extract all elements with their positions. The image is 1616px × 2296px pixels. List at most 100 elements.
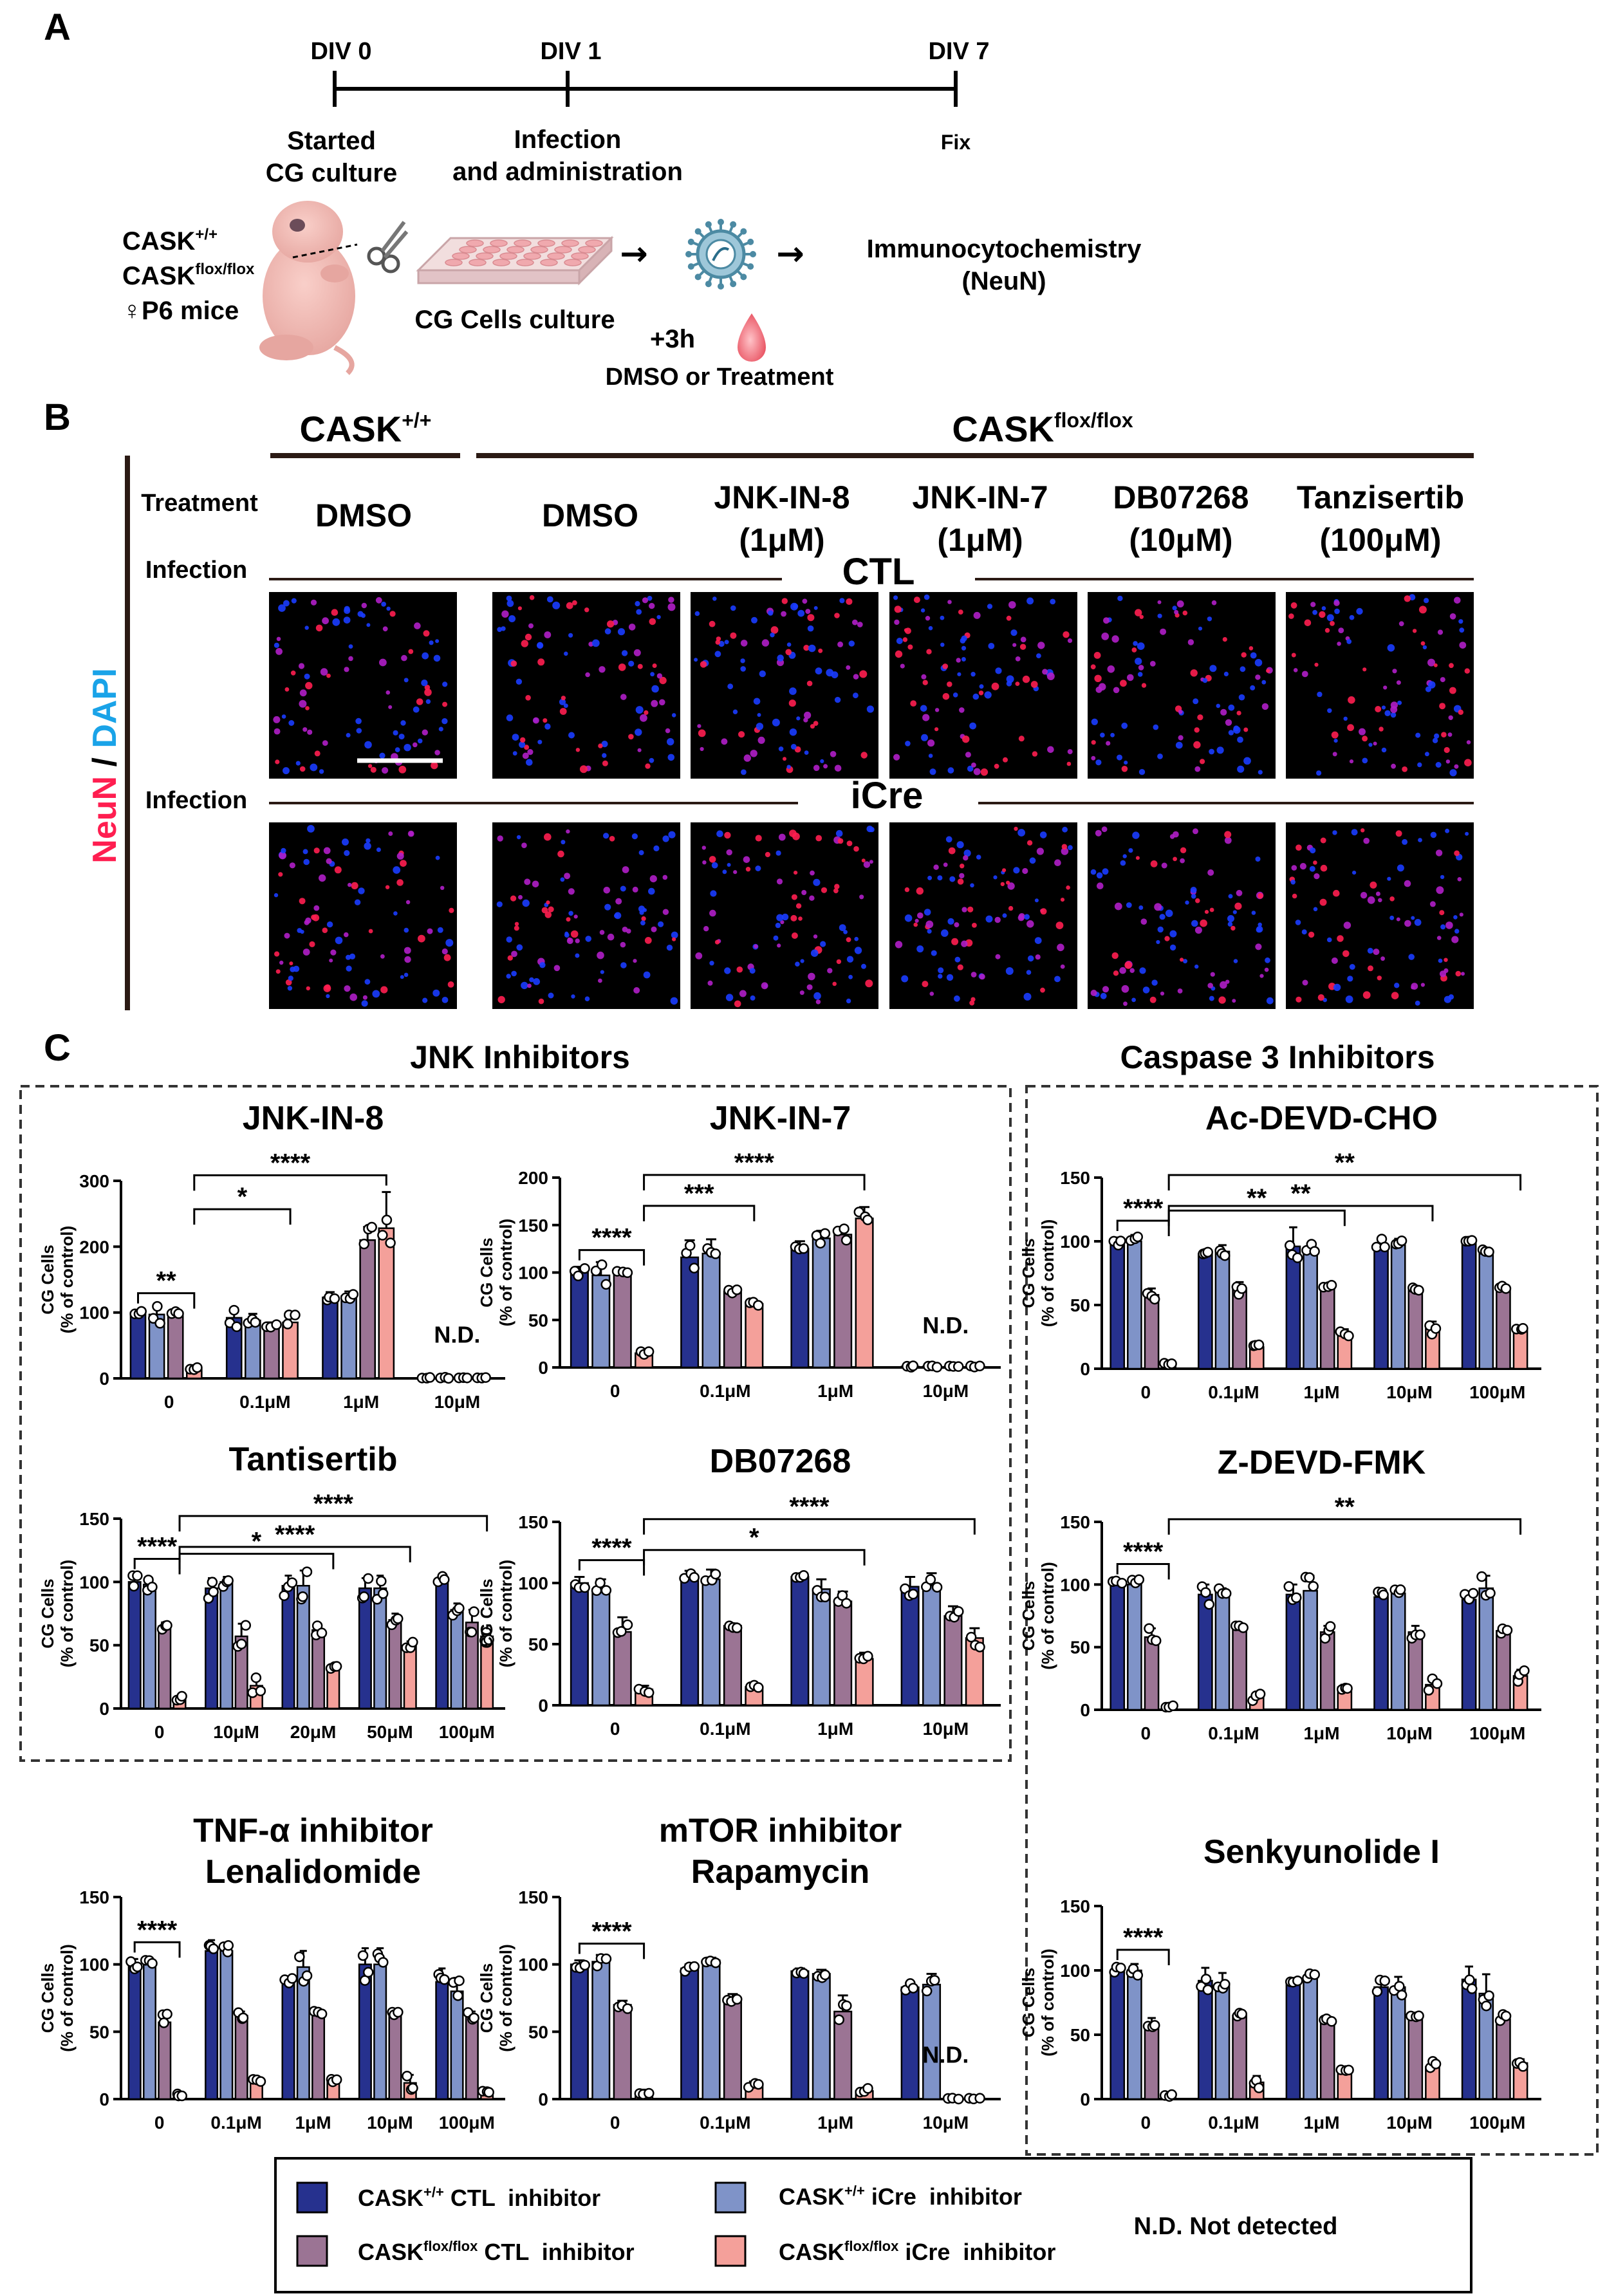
data-point bbox=[1284, 1240, 1296, 1251]
data-point bbox=[136, 1306, 147, 1317]
culture-well bbox=[466, 239, 484, 247]
micrograph-ctl bbox=[492, 592, 680, 779]
nucleus-dot bbox=[289, 961, 293, 966]
nucleus-dot bbox=[285, 979, 292, 986]
bar bbox=[359, 1239, 376, 1380]
nucleus-dot bbox=[1006, 880, 1010, 885]
nucleus-dot bbox=[839, 924, 846, 931]
nucleus-dot bbox=[1320, 864, 1328, 872]
nucleus-dot bbox=[1113, 970, 1119, 976]
nucleus-dot bbox=[921, 674, 927, 680]
nucleus-dot bbox=[620, 694, 627, 700]
bar bbox=[1407, 1288, 1424, 1370]
nucleus-dot bbox=[1039, 831, 1047, 838]
significance-bracket bbox=[643, 1205, 756, 1221]
nucleus-dot bbox=[628, 660, 635, 667]
data-point bbox=[1396, 1235, 1407, 1246]
nucleus-dot bbox=[291, 598, 297, 604]
nucleus-dot bbox=[1458, 619, 1463, 624]
nucleus-dot bbox=[1316, 770, 1322, 776]
nucleus-dot bbox=[1241, 652, 1247, 658]
data-point bbox=[162, 2008, 172, 2020]
bar bbox=[263, 1324, 280, 1380]
nucleus-dot bbox=[548, 992, 554, 999]
nucleus-dot bbox=[537, 739, 543, 745]
nucleus-dot bbox=[1114, 902, 1122, 911]
nucleus-dot bbox=[700, 661, 707, 668]
nucleus-dot bbox=[635, 706, 644, 714]
dmso-treatment-label: DMSO or Treatment bbox=[606, 364, 834, 391]
nucleus-dot bbox=[808, 644, 816, 653]
nucleus-dot bbox=[1394, 983, 1400, 988]
y-axis-label-units: (% of control) bbox=[1038, 1562, 1057, 1670]
nucleus-dot bbox=[1429, 901, 1436, 907]
nucleus-dot bbox=[1026, 840, 1033, 846]
data-point bbox=[255, 1685, 266, 1696]
nucleus-dot bbox=[789, 687, 797, 695]
significance-label: **** bbox=[1123, 1537, 1164, 1566]
nucleus-dot bbox=[940, 642, 945, 647]
y-tick-label: 50 bbox=[528, 1634, 548, 1654]
nucleus-dot bbox=[869, 860, 873, 864]
data-point bbox=[424, 1372, 436, 1383]
nucleus-dot bbox=[1220, 981, 1227, 989]
panel-a: A DIV 0 DIV 1 DIV 7 Started CG culture I… bbox=[44, 6, 1142, 391]
x-tick-label: 10μM bbox=[1386, 1382, 1433, 1402]
nucleus-dot bbox=[726, 849, 732, 856]
nucleus-dot bbox=[598, 978, 602, 983]
nucleus-dot bbox=[852, 619, 858, 625]
data-point bbox=[469, 2012, 479, 2024]
nucleus-dot bbox=[730, 632, 737, 639]
nucleus-dot bbox=[510, 895, 517, 902]
nucleus-dot bbox=[943, 862, 948, 867]
nucleus-dot bbox=[568, 732, 575, 739]
bar bbox=[570, 1963, 589, 2100]
nucleus-dot bbox=[1317, 691, 1323, 698]
nucleus-dot bbox=[994, 916, 1001, 923]
nucleus-dot bbox=[1332, 830, 1337, 835]
y-tick-label: 50 bbox=[1070, 1638, 1090, 1658]
nucleus-dot bbox=[710, 890, 717, 897]
nucleus-dot bbox=[566, 938, 573, 945]
nucleus-dot bbox=[894, 606, 902, 613]
mice-genotype-flox: CASKflox/flox bbox=[122, 261, 255, 290]
nucleus-dot bbox=[712, 597, 717, 601]
nucleus-dot bbox=[1102, 868, 1109, 875]
nucleus-dot bbox=[400, 720, 406, 726]
nucleus-dot bbox=[1227, 921, 1233, 927]
nucleus-dot bbox=[326, 673, 331, 678]
nucleus-dot bbox=[942, 663, 949, 669]
nucleus-dot bbox=[1126, 902, 1132, 908]
data-point bbox=[466, 1627, 478, 1638]
nucleus-dot bbox=[304, 673, 310, 680]
x-tick-label: 0.1μM bbox=[700, 2113, 750, 2133]
x-tick-label: 10μM bbox=[1386, 2113, 1433, 2133]
nucleus-dot bbox=[1106, 741, 1111, 746]
nucleus-dot bbox=[602, 760, 608, 766]
nucleus-dot bbox=[961, 940, 968, 947]
nucleus-dot bbox=[305, 681, 313, 690]
nucleus-dot bbox=[1090, 990, 1097, 996]
y-tick-label: 150 bbox=[518, 1887, 548, 1907]
nucleus-dot bbox=[1449, 663, 1454, 669]
nucleus-dot bbox=[952, 692, 958, 698]
data-point bbox=[590, 1265, 602, 1277]
nucleus-dot bbox=[1063, 631, 1070, 638]
nucleus-dot bbox=[1090, 869, 1097, 875]
mice-description: ♀P6 mice bbox=[122, 297, 239, 325]
nucleus-dot bbox=[1368, 965, 1373, 972]
data-point bbox=[1202, 1246, 1213, 1258]
nucleus-dot bbox=[1187, 639, 1194, 645]
nucleus-dot bbox=[848, 640, 855, 647]
nucleus-dot bbox=[938, 974, 943, 979]
nucleus-dot bbox=[922, 714, 930, 721]
nucleus-dot bbox=[854, 936, 859, 941]
nucleus-dot bbox=[962, 736, 970, 743]
culture-well bbox=[492, 259, 510, 266]
data-point bbox=[231, 1321, 243, 1333]
bar bbox=[373, 1963, 387, 2100]
nucleus-dot bbox=[1037, 642, 1045, 649]
nucleus-dot bbox=[652, 663, 657, 668]
nucleus-dot bbox=[1228, 894, 1233, 899]
